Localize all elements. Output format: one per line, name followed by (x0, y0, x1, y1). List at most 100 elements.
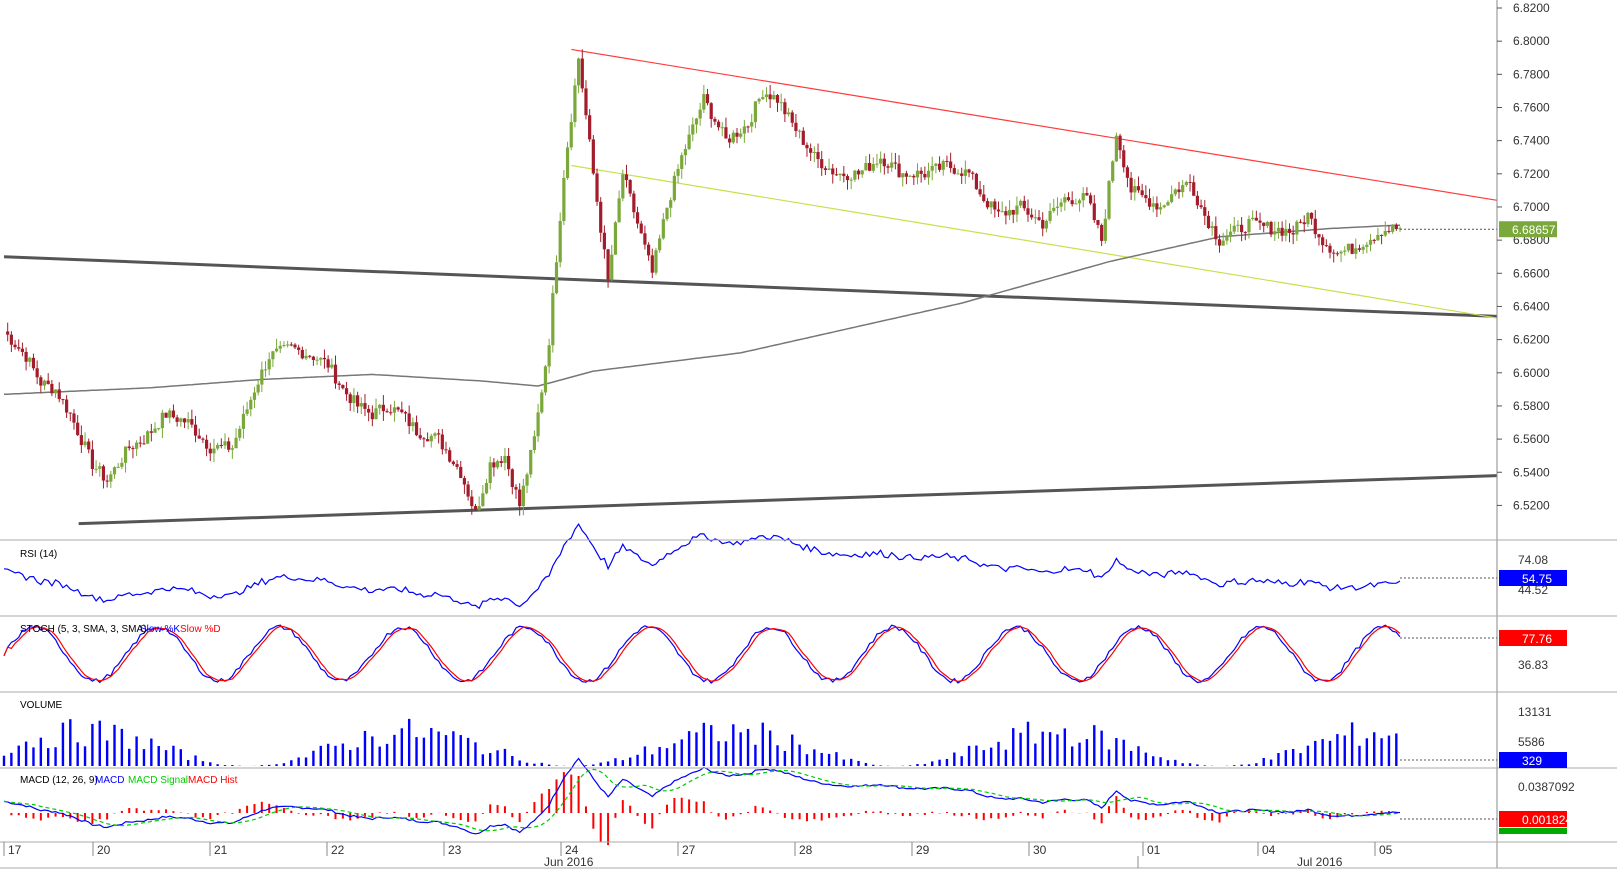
volume-bar (835, 752, 838, 766)
macd-hist-bar (761, 807, 764, 813)
indicator-tick-label: 0.0387092 (1518, 780, 1575, 794)
volume-bar (982, 750, 985, 766)
last-price-label: 6.68657 (1512, 223, 1556, 237)
macd-hist-bar (614, 813, 617, 818)
candle-body (341, 384, 345, 389)
y-tick-label: 6.6000 (1513, 366, 1550, 380)
candle-body (72, 413, 76, 423)
candle-body (709, 103, 713, 119)
moving-average-line (3, 224, 1400, 396)
candle-body (374, 408, 378, 420)
candle-body (602, 232, 606, 250)
candle-body (274, 348, 279, 352)
macd-hist-bar (106, 813, 109, 820)
volume-bar (908, 765, 912, 766)
candle-body (1295, 221, 1299, 235)
macd-value-tag-label: 0.0018242 (1522, 813, 1579, 827)
macd-hist-bar (879, 811, 882, 813)
macd-hist-bar (260, 801, 263, 813)
macd-hist-bar (408, 813, 411, 817)
candle-body (9, 334, 13, 345)
candle-body (606, 249, 610, 280)
candle-body (960, 173, 964, 176)
candle-body (455, 464, 459, 467)
candle-body (1055, 206, 1060, 208)
volume-bar (1034, 743, 1037, 766)
x-day-label: 23 (448, 843, 462, 857)
candle-body (702, 94, 706, 110)
macd-hist-bar (872, 811, 875, 813)
macd-hist-bar (216, 813, 219, 815)
candle-body (186, 419, 190, 423)
macd-hist-bar (776, 813, 779, 814)
candle-body (820, 159, 824, 169)
volume-bar (39, 737, 43, 766)
volume-bar (651, 754, 654, 766)
macd-hist-bar (393, 811, 396, 813)
macd-hist-bar (1174, 810, 1177, 813)
candle-body (201, 438, 205, 440)
macd-hist-bar (798, 813, 801, 820)
candle-body (46, 380, 50, 384)
macd-hist-bar (931, 811, 934, 813)
volume-bar (319, 745, 322, 766)
macd-hist-bar (658, 813, 661, 815)
volume-bar (120, 728, 124, 766)
candle-body (492, 462, 496, 468)
candle-body (1335, 253, 1339, 255)
candle-body (805, 144, 809, 149)
macd-hist-bar (209, 813, 212, 820)
candle-body (1192, 182, 1196, 196)
volume-bar (164, 750, 168, 766)
candle-body (477, 506, 481, 510)
macd-hist-bar (651, 813, 654, 829)
channel-lower-line (571, 164, 1498, 319)
candle-body (53, 389, 58, 394)
macd-hist-bar (1387, 811, 1390, 813)
macd-hist-bar (842, 813, 845, 817)
candle-body (632, 193, 636, 213)
volume-bar (1048, 732, 1052, 766)
candle-body (628, 180, 632, 194)
volume-bar (223, 765, 227, 766)
macd-hist-bar (246, 805, 249, 813)
candle-body (1059, 202, 1063, 207)
candle-body (212, 448, 216, 454)
macd-hist-bar (968, 813, 971, 815)
candle-body (87, 441, 91, 450)
candle-body (915, 170, 920, 178)
macd-hist-bar (474, 813, 477, 822)
macd-hist-bar (157, 810, 160, 813)
macd-hist-bar (503, 806, 506, 813)
macd-hist-bar (1115, 796, 1118, 813)
volume-bar (1277, 752, 1280, 766)
candle-body (359, 403, 363, 407)
macd-hist-bar (1277, 813, 1280, 815)
macd-hist-bar (710, 812, 713, 813)
volume-bar (849, 758, 853, 766)
volume-bar (172, 745, 175, 766)
candle-body (120, 462, 124, 467)
macd-hist-bar (518, 813, 521, 823)
volume-bar (297, 757, 300, 766)
volume-bar (1365, 738, 1369, 766)
candle-body (451, 461, 455, 465)
volume-bar (813, 749, 816, 766)
macd-hist-bar (1262, 813, 1265, 814)
volume-bar (142, 749, 146, 766)
macd-hist-bar (599, 813, 602, 843)
volume-bar (1262, 757, 1265, 766)
candle-body (1298, 221, 1303, 223)
candle-body (131, 448, 135, 450)
candle-body (1015, 205, 1019, 215)
volume-bar (186, 760, 190, 766)
volume-bar (1181, 763, 1184, 766)
candle-body (79, 435, 83, 446)
candle-body (893, 162, 897, 164)
candle-body (1203, 207, 1207, 216)
candle-body (739, 133, 743, 137)
indicator-tick-label: 13131 (1518, 705, 1552, 719)
candle-body (1273, 231, 1277, 235)
candle-body (90, 449, 95, 469)
macd-hist-bar (481, 813, 484, 814)
